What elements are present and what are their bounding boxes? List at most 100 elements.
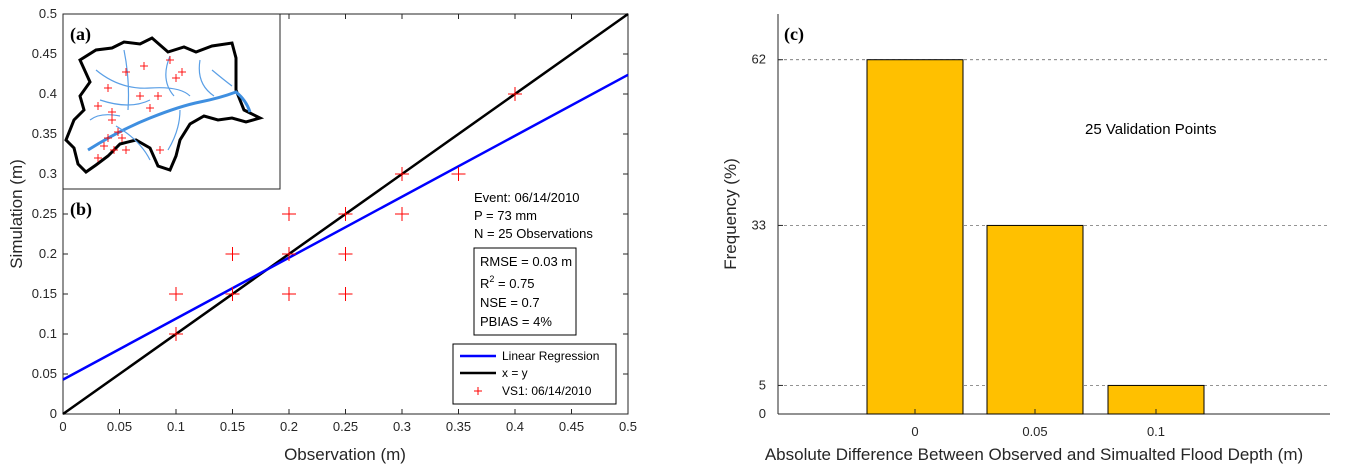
n-obs-text: N = 25 Observations — [474, 226, 593, 241]
map-point-marker — [122, 68, 130, 76]
r2-suffix: = 0.75 — [494, 276, 534, 291]
map-point-marker — [146, 104, 154, 112]
x-tick-label: 0.1 — [167, 419, 185, 434]
map-point-marker — [108, 108, 116, 116]
tributaries — [89, 49, 233, 161]
x-tick-label: 0 — [59, 419, 66, 434]
r2-prefix: R — [480, 276, 489, 291]
x-tick-label: 0.45 — [559, 419, 584, 434]
map-point-marker — [166, 56, 174, 64]
x-tick-label: 0.4 — [506, 419, 524, 434]
r2-text: R2 = 0.75 — [480, 274, 535, 291]
rmse-text: RMSE = 0.03 m — [480, 254, 572, 269]
y-tick-label: 0.05 — [32, 366, 57, 381]
data-point — [338, 287, 353, 301]
bar-y-ticks: 0 5 33 62 — [752, 52, 783, 421]
nse-text: NSE = 0.7 — [480, 295, 540, 310]
y-tick-label: 0.2 — [39, 246, 57, 261]
bars — [866, 59, 1205, 415]
data-point — [225, 247, 240, 261]
map-point-marker — [140, 62, 148, 70]
x-tick-label: 0.5 — [619, 419, 637, 434]
map-point-marker — [108, 116, 116, 124]
x-tick-label: 0.2 — [280, 419, 298, 434]
y-tick-label: 0.4 — [39, 86, 57, 101]
panel-a-label: (a) — [70, 24, 91, 45]
map-point-marker — [122, 146, 130, 154]
scatter-y-ticks: 0 0.05 0.1 0.15 0.2 0.25 0.3 0.35 0.4 0.45 0.5 — [32, 6, 628, 421]
map-point-marker — [100, 142, 108, 150]
bar-x-tick-label: 0.1 — [1147, 424, 1165, 439]
data-point — [169, 287, 183, 301]
map-point-marker — [154, 92, 162, 100]
data-point — [508, 87, 522, 101]
map-point-marker — [114, 128, 122, 136]
map-point-marker — [94, 102, 102, 110]
data-point — [282, 287, 296, 301]
regression-line — [62, 73, 629, 381]
bar-x-tick-label: 0.05 — [1022, 424, 1047, 439]
map-observation-points — [94, 56, 186, 162]
map-point-marker — [156, 146, 164, 154]
validation-points-note: 25 Validation Points — [1085, 121, 1216, 138]
y-tick-label: 0.3 — [39, 166, 57, 181]
data-point — [282, 247, 296, 261]
pbias-text: PBIAS = 4% — [480, 314, 552, 329]
data-point — [282, 207, 296, 221]
bar-y-tick-label: 62 — [752, 52, 766, 67]
bar-y-tick-label: 33 — [752, 217, 766, 232]
bar-y-label: Frequency (%) — [721, 158, 740, 269]
main-river — [87, 90, 252, 152]
inset-map: (a) — [62, 13, 281, 190]
x-tick-label: 0.05 — [107, 419, 132, 434]
x-tick-label: 0.35 — [446, 419, 471, 434]
scatter-y-label: Simulation (m) — [7, 159, 26, 269]
y-tick-label: 0 — [50, 406, 57, 421]
data-point — [395, 207, 409, 221]
y-tick-label: 0.5 — [39, 6, 57, 21]
bar-y-tick-label: 5 — [759, 377, 766, 392]
map-point-marker — [104, 84, 112, 92]
bar-x-label: Absolute Difference Between Observed and… — [765, 445, 1303, 464]
event-text: Event: 06/14/2010 — [474, 190, 580, 205]
scatter-panel: 0 0.05 0.1 0.15 0.2 0.25 0.3 0.35 0.4 0.45 0.5 0 0.… — [7, 6, 637, 464]
precip-text: P = 73 mm — [474, 208, 537, 223]
legend-regression-label: Linear Regression — [502, 349, 599, 363]
bar-x-tick-label: 0 — [911, 424, 918, 439]
map-point-marker — [136, 92, 144, 100]
map-point-marker — [172, 74, 180, 82]
x-tick-label: 0.3 — [393, 419, 411, 434]
x-tick-label: 0.15 — [220, 419, 245, 434]
y-tick-label: 0.45 — [32, 46, 57, 61]
map-point-marker — [104, 134, 112, 142]
bar-panel: 0 5 33 62 0 0.05 0.1 (c) 25 Validation Points… — [721, 14, 1330, 464]
bar-0.05 — [986, 224, 1084, 415]
map-point-marker — [178, 68, 186, 76]
data-point — [395, 167, 409, 181]
data-point — [451, 167, 466, 181]
scatter-points — [169, 87, 522, 341]
scatter-x-label: Observation (m) — [284, 445, 406, 464]
y-tick-label: 0.1 — [39, 326, 57, 341]
legend-identity-label: x = y — [502, 366, 528, 380]
map-point-marker — [118, 134, 126, 142]
scatter-x-ticks: 0 0.05 0.1 0.15 0.2 0.25 0.3 0.35 0.4 0.45 0.5 — [59, 14, 637, 434]
panel-b-label: (b) — [70, 199, 92, 220]
x-tick-label: 0.25 — [333, 419, 358, 434]
legend-points-swatch — [474, 387, 482, 395]
y-tick-label: 0.35 — [32, 126, 57, 141]
stats-box: RMSE = 0.03 m R2 = 0.75 NSE = 0.7 PBIAS … — [473, 247, 577, 336]
data-point — [169, 327, 183, 341]
bar-0 — [866, 59, 964, 415]
scatter-legend: Linear Regression x = y VS1: 06/14/2010 — [452, 343, 617, 405]
stats-box-frame — [473, 247, 577, 336]
watershed-boundary — [64, 36, 265, 174]
y-tick-label: 0.25 — [32, 206, 57, 221]
r2-superscript: 2 — [489, 274, 494, 284]
data-point — [338, 247, 353, 261]
bar-y-tick-label: 0 — [759, 406, 766, 421]
map-point-marker — [94, 154, 102, 162]
map-point-marker — [110, 146, 118, 154]
data-point — [225, 287, 240, 301]
